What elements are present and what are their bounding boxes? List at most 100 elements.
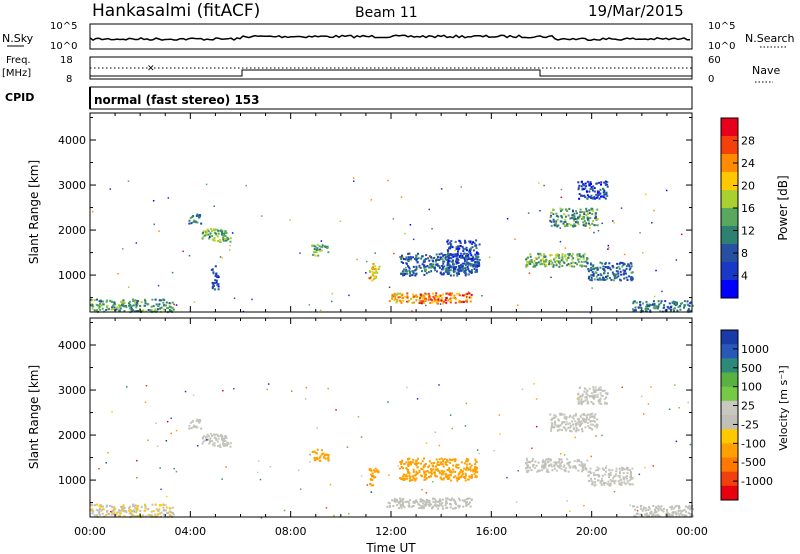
velocity-cell <box>305 386 308 389</box>
power-cell <box>576 255 579 258</box>
velocity-cell <box>589 423 592 426</box>
velocity-cell <box>461 470 464 473</box>
velocity-cell <box>370 473 373 476</box>
power-cell <box>119 307 122 310</box>
velocity-cell <box>106 504 109 507</box>
power-cell <box>98 307 100 310</box>
velocity-cell <box>122 505 125 508</box>
power-cell <box>231 232 234 234</box>
velocity-cell <box>443 458 446 460</box>
velocity-cell <box>626 466 628 469</box>
velocity-cell <box>566 458 569 461</box>
power-cell <box>93 309 96 312</box>
velocity-cell <box>91 504 94 507</box>
velocity-cell <box>609 474 612 477</box>
velocity-cell <box>472 470 475 473</box>
power-cell <box>592 268 595 271</box>
velocity-cell <box>428 471 431 474</box>
velocity-cell <box>428 505 431 507</box>
power-cell <box>171 306 174 309</box>
velocity-cell <box>417 462 420 465</box>
velocity-cell <box>553 426 556 429</box>
power-cell <box>225 232 228 235</box>
velocity-cell <box>666 509 668 511</box>
power-cell <box>461 265 464 268</box>
power-cell <box>599 188 602 191</box>
power-cell <box>170 309 173 312</box>
y-tick-label: 4000 <box>58 134 86 147</box>
power-cell <box>465 253 468 256</box>
power-cell <box>424 299 427 302</box>
power-cell <box>324 245 327 248</box>
velocity-cell <box>224 443 226 445</box>
power-cell <box>458 294 461 297</box>
velocity-cell <box>402 467 405 469</box>
power-cell <box>90 304 92 307</box>
power-cell <box>468 270 471 273</box>
velocity-cell <box>636 506 639 509</box>
power-cell <box>445 267 448 270</box>
velocity-cell <box>593 390 596 393</box>
velocity-cell <box>562 465 565 468</box>
velocity-cell <box>606 402 608 405</box>
velocity-cell <box>333 514 335 517</box>
power-cell <box>469 264 472 267</box>
power-cell <box>517 304 519 306</box>
power-patch <box>368 263 381 282</box>
power-cell <box>588 182 591 185</box>
velocity-cell <box>545 458 548 461</box>
velocity-cell <box>471 475 473 478</box>
velocity-cell <box>474 463 477 466</box>
power-cell <box>97 304 100 307</box>
velocity-cell <box>414 462 416 465</box>
colorbar-tick-label: -500 <box>741 456 766 469</box>
velocity-cell <box>430 473 433 475</box>
velocity-cell <box>433 472 436 475</box>
velocity-cell <box>101 508 104 511</box>
velocity-cell <box>191 420 194 423</box>
velocity-cell <box>600 394 603 397</box>
velocity-patch <box>524 457 589 474</box>
power-cell <box>579 211 582 214</box>
velocity-cell <box>323 455 326 458</box>
velocity-cell <box>118 509 120 512</box>
power-cell <box>406 265 409 267</box>
power-cell <box>457 262 460 264</box>
power-cell <box>416 295 419 298</box>
velocity-cell <box>461 473 464 476</box>
velocity-cell <box>506 476 508 479</box>
power-cell <box>133 310 136 313</box>
velocity-cell <box>224 440 227 442</box>
velocity-cell <box>543 461 546 464</box>
power-cell <box>585 258 588 261</box>
velocity-cell <box>606 393 609 396</box>
power-cell <box>596 218 599 220</box>
velocity-cell <box>439 499 442 502</box>
velocity-cell <box>643 413 645 415</box>
velocity-patch <box>576 386 609 406</box>
power-cell <box>475 244 478 247</box>
power-cell <box>428 259 431 262</box>
velocity-cell <box>581 422 584 425</box>
velocity-cell <box>126 386 128 388</box>
velocity-cell <box>618 475 621 477</box>
velocity-patch <box>201 432 232 448</box>
velocity-cell <box>584 467 587 470</box>
power-cell <box>568 253 571 255</box>
velocity-cell <box>531 458 534 460</box>
velocity-cell <box>224 435 227 437</box>
velocity-cell <box>445 506 448 509</box>
velocity-cell <box>405 474 408 476</box>
power-cell <box>456 259 459 262</box>
power-cell <box>188 255 191 257</box>
power-cell <box>550 263 553 266</box>
velocity-cell <box>130 515 133 518</box>
power-cell <box>465 262 468 265</box>
velocity-cell <box>269 465 272 468</box>
power-cell <box>213 237 216 239</box>
velocity-cell <box>599 386 602 389</box>
power-cell <box>414 269 417 272</box>
colorbar-tick-label: 1000 <box>741 343 769 356</box>
power-cell <box>563 255 566 258</box>
velocity-cell <box>622 472 625 474</box>
